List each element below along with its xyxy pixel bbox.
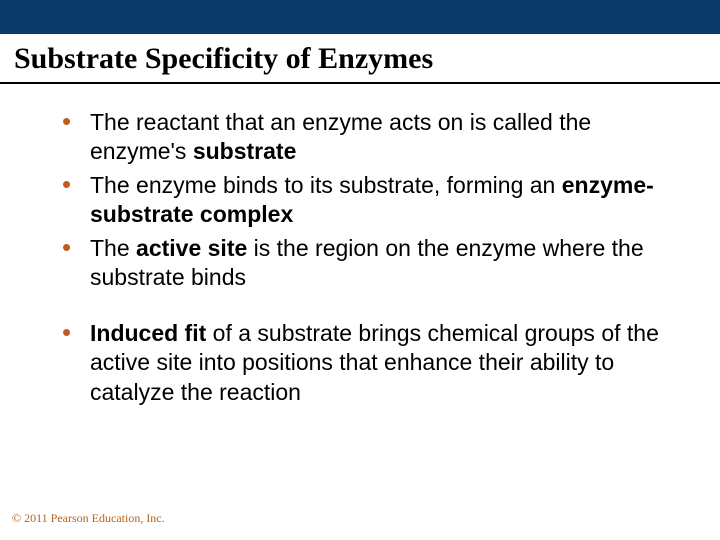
bullet-text-bold: substrate — [193, 138, 297, 164]
bullet-text-bold: active site — [136, 235, 247, 261]
bullet-item: The enzyme binds to its substrate, formi… — [62, 171, 680, 230]
bullet-text-pre: The reactant that an enzyme acts on is c… — [90, 109, 591, 164]
bullet-text-bold: Induced fit — [90, 320, 206, 346]
slide-content: The reactant that an enzyme acts on is c… — [0, 108, 720, 407]
bullet-text-pre: The enzyme binds to its substrate, formi… — [90, 172, 562, 198]
bullet-item: The reactant that an enzyme acts on is c… — [62, 108, 680, 167]
bullet-item: Induced fit of a substrate brings chemic… — [62, 319, 680, 407]
bullet-text-pre: The — [90, 235, 136, 261]
bullet-group-1: The reactant that an enzyme acts on is c… — [62, 108, 680, 293]
top-color-bar — [0, 0, 720, 34]
bullet-item: The active site is the region on the enz… — [62, 234, 680, 293]
bullet-group-2: Induced fit of a substrate brings chemic… — [62, 319, 680, 407]
slide: Substrate Specificity of Enzymes The rea… — [0, 0, 720, 540]
copyright-text: © 2011 Pearson Education, Inc. — [12, 511, 165, 526]
slide-title: Substrate Specificity of Enzymes — [0, 34, 720, 84]
